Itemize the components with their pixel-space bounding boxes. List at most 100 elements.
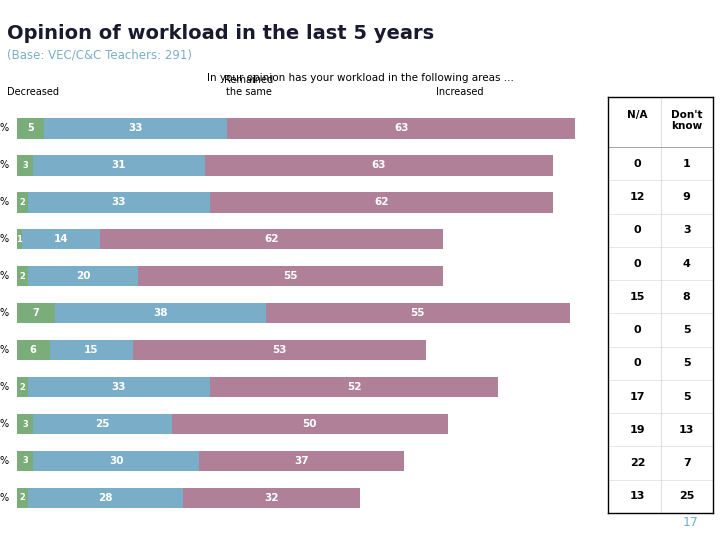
- Bar: [17, 451, 33, 471]
- Bar: [33, 155, 204, 176]
- Text: 22: 22: [630, 458, 645, 468]
- Text: 33: 33: [128, 124, 143, 133]
- Text: In your opinion has your workload in the following areas ...: In your opinion has your workload in the…: [207, 73, 513, 83]
- Text: N/A: N/A: [627, 110, 648, 120]
- Text: 33: 33: [112, 197, 126, 207]
- Bar: [27, 488, 183, 508]
- Bar: [55, 303, 266, 323]
- Text: %: %: [0, 345, 9, 355]
- Text: 12: 12: [630, 192, 645, 202]
- Text: 0: 0: [634, 225, 642, 235]
- Text: 15: 15: [630, 292, 645, 302]
- Text: %: %: [0, 382, 9, 392]
- Text: 4: 4: [683, 259, 690, 268]
- Bar: [99, 229, 443, 249]
- Text: 7: 7: [32, 308, 40, 318]
- Text: 3: 3: [22, 420, 28, 429]
- Text: 0: 0: [634, 259, 642, 268]
- Text: 62: 62: [264, 234, 279, 244]
- Text: (Base: VEC/C&C Teachers: 291): (Base: VEC/C&C Teachers: 291): [7, 49, 192, 62]
- Text: 13: 13: [630, 491, 645, 501]
- Text: 17: 17: [630, 392, 645, 402]
- Bar: [183, 488, 360, 508]
- Text: 55: 55: [410, 308, 425, 318]
- Bar: [204, 155, 554, 176]
- Text: 3: 3: [22, 161, 28, 170]
- Text: 3: 3: [22, 456, 28, 465]
- Text: 0: 0: [634, 325, 642, 335]
- Text: 5: 5: [27, 124, 34, 133]
- Text: 15: 15: [84, 345, 99, 355]
- Bar: [210, 377, 498, 397]
- Bar: [171, 414, 448, 434]
- Text: %: %: [0, 271, 9, 281]
- Text: 33: 33: [112, 382, 126, 392]
- Text: Remained
the same: Remained the same: [225, 76, 274, 97]
- Bar: [132, 340, 426, 360]
- Text: 2: 2: [19, 383, 25, 391]
- Text: 5: 5: [683, 325, 690, 335]
- Text: %: %: [0, 493, 9, 503]
- Text: %: %: [0, 124, 9, 133]
- Bar: [44, 118, 227, 139]
- Text: 31: 31: [112, 160, 126, 171]
- Bar: [50, 340, 132, 360]
- Text: 5: 5: [683, 392, 690, 402]
- Text: 28: 28: [98, 493, 112, 503]
- Bar: [27, 192, 210, 213]
- Text: %: %: [0, 308, 9, 318]
- Bar: [17, 155, 33, 176]
- Text: 17: 17: [683, 516, 698, 529]
- Text: 19: 19: [630, 425, 645, 435]
- Text: 1: 1: [17, 235, 22, 244]
- Bar: [210, 192, 554, 213]
- Text: Decreased: Decreased: [7, 87, 59, 97]
- Text: 63: 63: [372, 160, 387, 171]
- Text: 25: 25: [95, 419, 109, 429]
- Text: 30: 30: [109, 456, 123, 466]
- Text: 52: 52: [347, 382, 361, 392]
- Text: 3: 3: [683, 225, 690, 235]
- Bar: [199, 451, 404, 471]
- Text: 13: 13: [679, 425, 694, 435]
- Bar: [17, 414, 33, 434]
- Text: Opinion of workload in the last 5 years: Opinion of workload in the last 5 years: [7, 24, 434, 43]
- Bar: [17, 192, 27, 213]
- Text: 2: 2: [19, 494, 25, 502]
- Text: %: %: [0, 197, 9, 207]
- Text: 2: 2: [19, 272, 25, 281]
- Text: 63: 63: [394, 124, 408, 133]
- Text: %: %: [0, 160, 9, 171]
- Text: Increased: Increased: [436, 87, 483, 97]
- Text: 1: 1: [683, 159, 690, 168]
- Text: 37: 37: [294, 456, 309, 466]
- Text: 5: 5: [683, 359, 690, 368]
- Bar: [138, 266, 443, 286]
- Bar: [27, 266, 138, 286]
- Text: 0: 0: [634, 159, 642, 168]
- Text: 25: 25: [679, 491, 694, 501]
- Bar: [17, 377, 27, 397]
- Bar: [33, 414, 171, 434]
- Text: Don't
know: Don't know: [671, 110, 703, 131]
- Bar: [266, 303, 570, 323]
- Bar: [33, 451, 199, 471]
- Bar: [27, 377, 210, 397]
- Text: 2: 2: [19, 198, 25, 207]
- Text: %: %: [0, 419, 9, 429]
- Bar: [22, 229, 99, 249]
- Text: 32: 32: [264, 493, 279, 503]
- Text: 0: 0: [634, 359, 642, 368]
- Text: 8: 8: [683, 292, 690, 302]
- Bar: [17, 303, 55, 323]
- Bar: [17, 266, 27, 286]
- Bar: [17, 229, 22, 249]
- Text: 50: 50: [302, 419, 317, 429]
- Bar: [227, 118, 575, 139]
- Text: 6: 6: [30, 345, 37, 355]
- Bar: [17, 488, 27, 508]
- Text: 9: 9: [683, 192, 690, 202]
- Text: 55: 55: [283, 271, 298, 281]
- Bar: [17, 118, 44, 139]
- Text: 38: 38: [153, 308, 168, 318]
